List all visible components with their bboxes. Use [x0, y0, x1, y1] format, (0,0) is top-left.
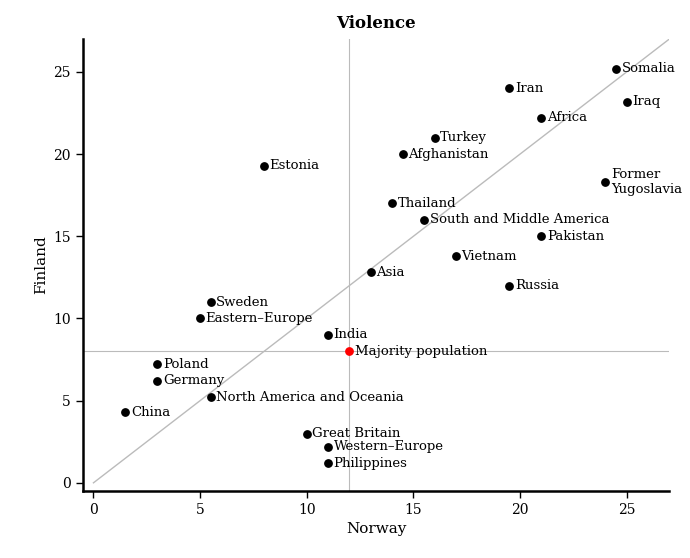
Text: Afghanistan: Afghanistan	[408, 148, 489, 161]
Point	[611, 64, 622, 73]
Point	[397, 150, 408, 158]
Text: Former
Yugoslavia: Former Yugoslavia	[611, 168, 682, 196]
Text: Great Britain: Great Britain	[313, 427, 401, 440]
Text: North America and Oceania: North America and Oceania	[217, 391, 404, 404]
Point	[259, 161, 270, 170]
Text: Germany: Germany	[163, 374, 224, 387]
Title: Violence: Violence	[336, 15, 416, 32]
Point	[152, 377, 163, 386]
Text: China: China	[131, 406, 170, 418]
Text: Turkey: Turkey	[440, 131, 487, 144]
Text: Asia: Asia	[376, 266, 405, 279]
Point	[205, 297, 216, 306]
Y-axis label: Finland: Finland	[34, 235, 48, 295]
Point	[600, 177, 611, 186]
Text: Eastern–Europe: Eastern–Europe	[206, 312, 313, 325]
Point	[365, 268, 376, 277]
Text: South and Middle America: South and Middle America	[430, 213, 609, 227]
Text: Iran: Iran	[515, 82, 543, 95]
Text: Majority population: Majority population	[355, 345, 487, 358]
Point	[451, 252, 462, 261]
Point	[322, 330, 333, 339]
Point	[322, 459, 333, 468]
Text: Iraq: Iraq	[632, 95, 660, 108]
Point	[322, 442, 333, 451]
Text: Somalia: Somalia	[622, 62, 676, 75]
Point	[120, 408, 131, 417]
Text: Thailand: Thailand	[397, 197, 456, 210]
Point	[152, 360, 163, 369]
Text: Poland: Poland	[163, 358, 208, 371]
Point	[344, 347, 355, 356]
Point	[195, 314, 206, 323]
Point	[429, 133, 440, 142]
Text: Pakistan: Pakistan	[547, 230, 604, 243]
Text: Vietnam: Vietnam	[462, 249, 517, 262]
Point	[504, 281, 515, 290]
Point	[536, 113, 547, 122]
Point	[536, 232, 547, 240]
Text: Africa: Africa	[547, 112, 587, 124]
Point	[205, 393, 216, 402]
Point	[504, 84, 515, 93]
Point	[419, 215, 430, 224]
Point	[302, 429, 313, 438]
Text: Philippines: Philippines	[334, 456, 408, 470]
Text: Sweden: Sweden	[217, 296, 269, 309]
Text: Russia: Russia	[515, 279, 559, 292]
Text: Western–Europe: Western–Europe	[334, 440, 444, 453]
Point	[621, 97, 632, 106]
Text: India: India	[334, 329, 368, 341]
Text: Estonia: Estonia	[270, 159, 319, 172]
Point	[386, 199, 397, 208]
X-axis label: Norway: Norway	[346, 522, 406, 536]
